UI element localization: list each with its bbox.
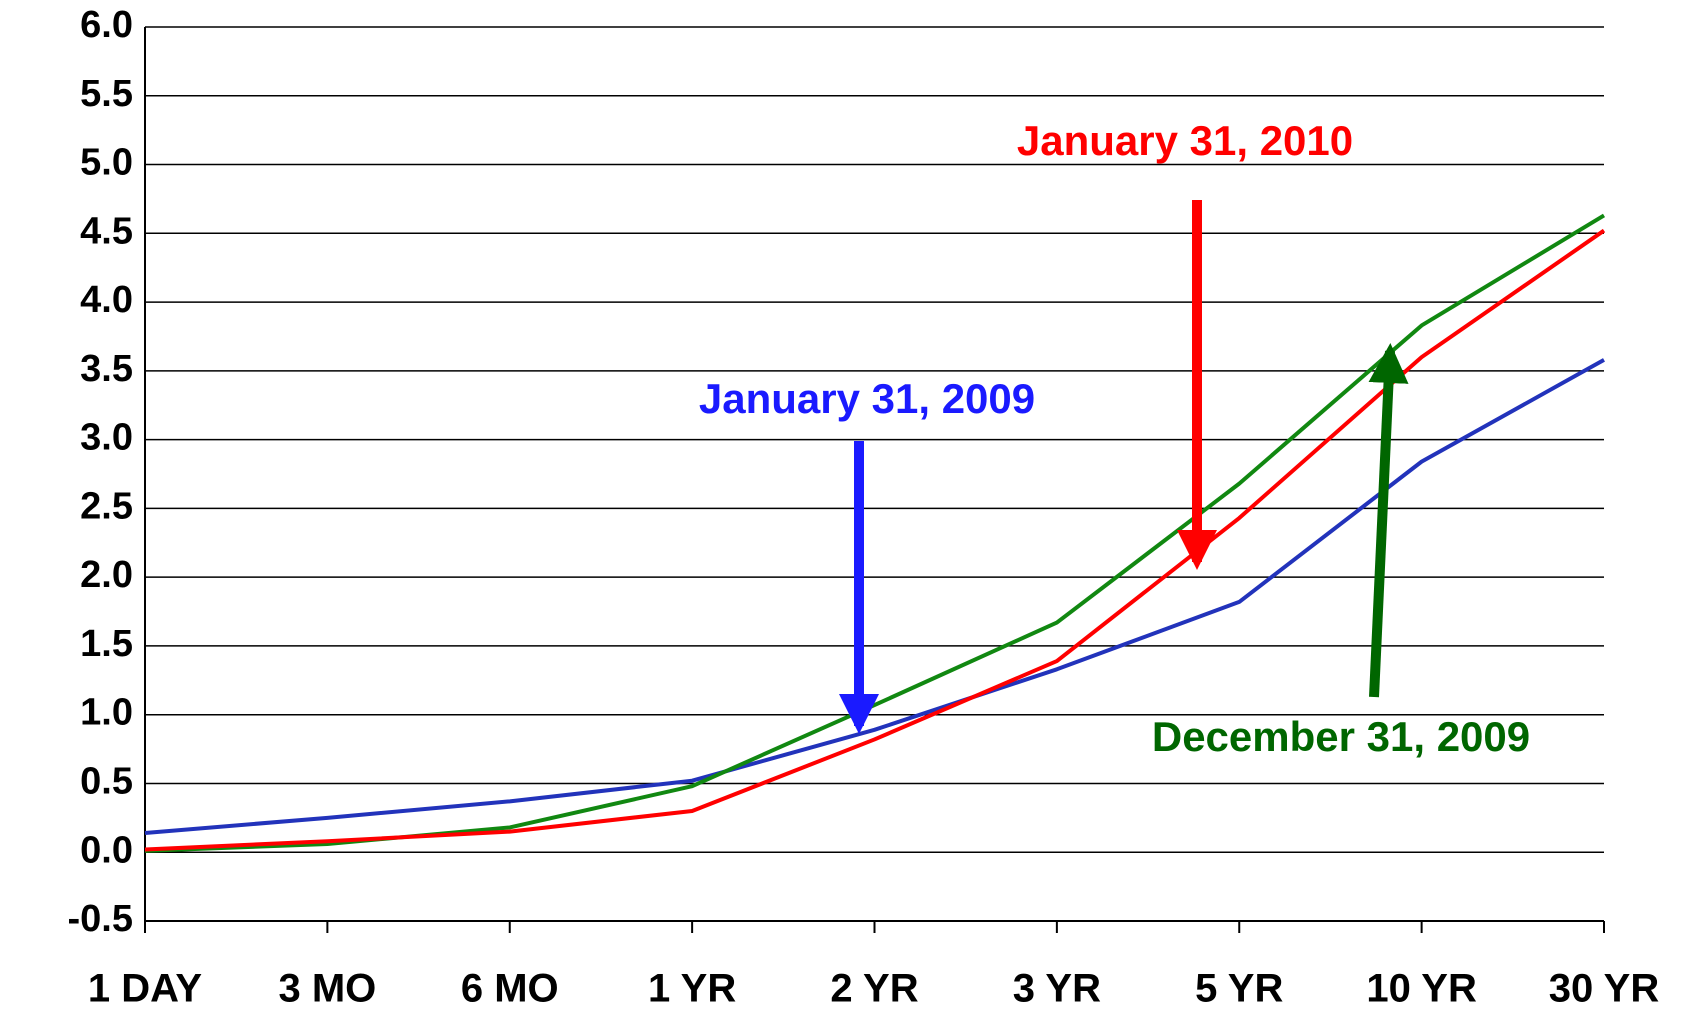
y-tick-label: 2.0 [80, 554, 133, 596]
x-tick-label: 1 YR [648, 967, 736, 1011]
x-tick-label: 3 MO [278, 967, 376, 1011]
y-tick-label: 2.5 [80, 485, 133, 527]
y-tick-label: 4.0 [80, 279, 133, 321]
annotation: January 31, 2010 [1017, 117, 1353, 164]
y-tick-label: 1.0 [80, 692, 133, 734]
y-tick-label: 3.5 [80, 348, 133, 390]
y-tick-label: 6.0 [80, 4, 133, 46]
y-tick-label: -0.5 [68, 898, 133, 940]
x-tick-label: 10 YR [1366, 967, 1477, 1011]
y-tick-label: 0.5 [80, 760, 133, 802]
x-tick-label: 5 YR [1195, 967, 1283, 1011]
y-tick-label: 5.0 [80, 142, 133, 184]
series-line [144, 228, 1606, 852]
x-tick-label: 3 YR [1013, 967, 1101, 1011]
y-tick-label: 0.0 [80, 829, 133, 871]
annotation-arrow [1368, 343, 1409, 698]
y-tick-label: 3.0 [80, 417, 133, 459]
x-tick-label: 30 YR [1549, 967, 1660, 1011]
x-tick-label: 1 DAY [88, 967, 202, 1011]
x-tick-label: 6 MO [461, 967, 559, 1011]
y-tick-label: 5.5 [80, 73, 133, 115]
y-tick-label: 4.5 [80, 210, 133, 252]
annotation: December 31, 2009 [1152, 713, 1530, 760]
x-tick-label: 2 YR [830, 967, 918, 1011]
annotation: January 31, 2009 [699, 375, 1035, 422]
y-tick-label: 1.5 [80, 623, 133, 665]
